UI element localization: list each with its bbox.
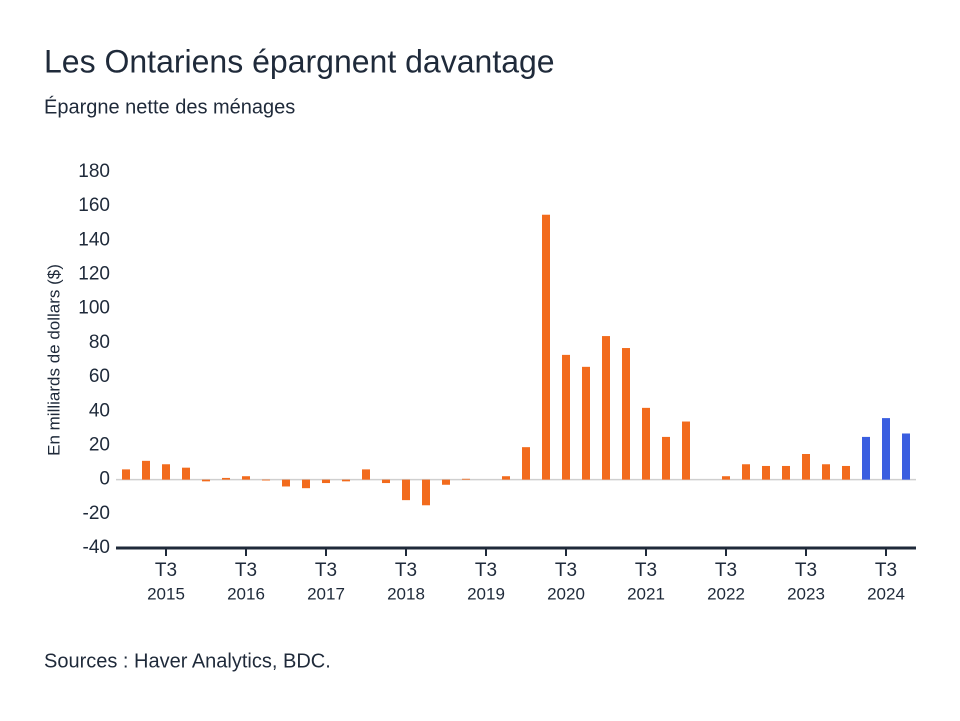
bar — [122, 469, 130, 480]
bar — [882, 418, 890, 480]
x-tick-year: 2021 — [627, 584, 665, 603]
bar — [522, 447, 530, 480]
y-tick-label: 180 — [78, 161, 110, 182]
x-tick-label: T3 — [795, 560, 817, 581]
bar — [242, 476, 250, 480]
y-tick-label: 0 — [99, 469, 110, 490]
chart-title: Les Ontariens épargnent davantage — [44, 43, 555, 79]
bar — [282, 479, 290, 487]
source-note: Sources : Haver Analytics, BDC. — [44, 650, 331, 672]
bar — [622, 348, 630, 480]
bar — [802, 454, 810, 480]
bar — [262, 479, 270, 481]
bar — [662, 436, 670, 480]
x-tick-label: T3 — [635, 560, 657, 581]
x-tick-label: T3 — [155, 560, 177, 581]
bar — [402, 479, 410, 501]
bar — [642, 407, 650, 480]
bar — [382, 479, 390, 484]
y-tick-label: -20 — [83, 503, 110, 524]
bar — [842, 465, 850, 480]
bar — [162, 464, 170, 480]
y-tick-label: -40 — [83, 537, 110, 558]
bar — [742, 464, 750, 480]
bar — [862, 436, 870, 480]
bar — [442, 479, 450, 485]
bar — [322, 479, 330, 484]
y-tick-label: 80 — [89, 332, 110, 353]
bar — [422, 479, 430, 506]
x-tick-year: 2017 — [307, 584, 345, 603]
x-tick-year: 2022 — [707, 584, 745, 603]
bar — [902, 433, 910, 480]
x-tick-label: T3 — [395, 560, 417, 581]
x-tick-label: T3 — [475, 560, 497, 581]
bar — [682, 421, 690, 480]
bar — [142, 460, 150, 480]
y-tick-label: 20 — [89, 434, 110, 455]
y-tick-label: 40 — [89, 400, 110, 421]
bar — [542, 214, 550, 480]
x-tick-label: T3 — [315, 560, 337, 581]
bar — [602, 336, 610, 480]
bar — [782, 465, 790, 480]
x-tick-year: 2023 — [787, 584, 825, 603]
bar — [182, 467, 190, 480]
bar — [202, 479, 210, 482]
x-tick-label: T3 — [715, 560, 737, 581]
x-tick-year: 2016 — [227, 584, 265, 603]
bar — [362, 469, 370, 480]
bar — [822, 464, 830, 480]
x-tick-year: 2019 — [467, 584, 505, 603]
chart-subtitle: Épargne nette des ménages — [44, 95, 295, 118]
x-tick-year: 2024 — [867, 584, 905, 603]
x-tick-label: T3 — [235, 560, 257, 581]
y-tick-label: 60 — [89, 366, 110, 387]
y-tick-label: 160 — [78, 195, 110, 216]
bar — [502, 476, 510, 480]
y-axis-label: En milliards de dollars ($) — [44, 264, 63, 456]
x-tick-label: T3 — [555, 560, 577, 581]
x-tick-year: 2020 — [547, 584, 585, 603]
bar — [582, 366, 590, 480]
bar — [562, 354, 570, 480]
bar — [342, 479, 350, 482]
y-tick-label: 120 — [78, 264, 110, 285]
bar — [462, 478, 470, 480]
bar — [762, 465, 770, 480]
y-tick-label: 140 — [78, 229, 110, 250]
bar — [302, 479, 310, 489]
y-tick-label: 100 — [78, 298, 110, 319]
x-tick-year: 2018 — [387, 584, 425, 603]
x-tick-year: 2015 — [147, 584, 185, 603]
x-tick-label: T3 — [875, 560, 897, 581]
bar — [722, 476, 730, 480]
bar — [222, 477, 230, 480]
